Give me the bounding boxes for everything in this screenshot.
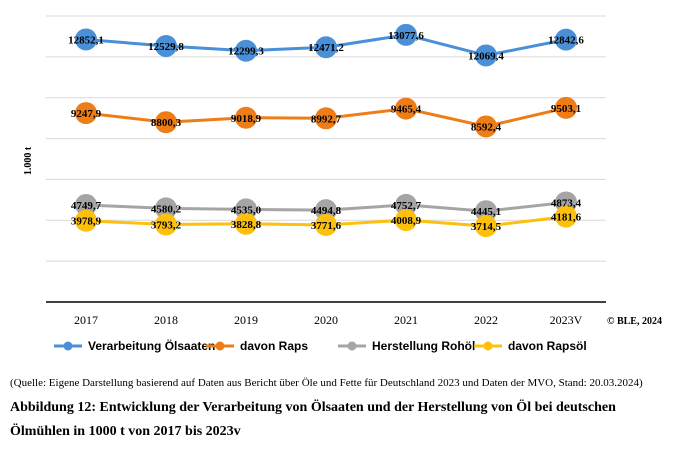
source-note: (Quelle: Eigene Darstellung basierend au… <box>10 377 643 389</box>
data-label: 4445,1 <box>471 206 501 218</box>
data-label: 4752,7 <box>391 200 422 212</box>
data-label: 3714,5 <box>471 221 502 233</box>
data-labels: 12852,1 12529,8 12299,3 12471,2 13077,6 12069… <box>68 30 584 233</box>
data-label: 3771,6 <box>311 220 342 232</box>
legend-marker <box>347 341 357 351</box>
data-label: 3793,2 <box>151 220 182 232</box>
data-point <box>395 209 417 232</box>
data-label: 12069,4 <box>468 50 504 62</box>
data-point <box>155 213 177 236</box>
legend-marker <box>215 341 225 351</box>
data-label: 12471,2 <box>308 42 344 54</box>
data-point <box>555 205 577 228</box>
data-point <box>155 111 177 134</box>
data-point <box>475 115 497 138</box>
data-point <box>75 102 97 125</box>
data-point <box>555 96 577 119</box>
data-label: 12299,3 <box>228 46 264 58</box>
data-label: 9503,1 <box>551 103 581 115</box>
data-label: 9465,4 <box>391 104 422 116</box>
legend: Verarbeitung Ölsaaten davon Raps Herstellu… <box>54 338 587 353</box>
data-point <box>235 212 257 235</box>
x-tick-label: 2019 <box>234 313 258 327</box>
line-chart: 2017 2018 2019 2020 2021 2022 2023V 1.000 t © … <box>23 15 662 353</box>
data-label: 4494,8 <box>311 205 342 217</box>
x-tick-label: 2017 <box>74 313 98 327</box>
data-label: 3828,8 <box>231 219 262 231</box>
x-tick-label: 2021 <box>394 313 418 327</box>
x-tick-label: 2023V <box>550 313 583 327</box>
copyright-note: © BLE, 2024 <box>607 316 662 327</box>
data-point <box>235 106 257 129</box>
x-tick-label: 2018 <box>154 313 178 327</box>
data-point <box>235 39 257 62</box>
data-point <box>155 35 177 58</box>
data-point <box>395 193 417 216</box>
legend-label: Verarbeitung Ölsaaten <box>88 338 215 353</box>
data-label: 12842,6 <box>548 35 584 47</box>
data-point <box>315 213 337 236</box>
data-point <box>315 36 337 59</box>
data-label: 4008,9 <box>391 215 422 227</box>
data-label: 4749,7 <box>71 200 102 212</box>
data-label: 3978,9 <box>71 216 102 228</box>
legend-marker <box>63 341 73 351</box>
data-label: 4535,0 <box>231 204 262 216</box>
x-tick-label: 2020 <box>314 313 338 327</box>
data-label: 9018,9 <box>231 113 262 125</box>
data-label: 13077,6 <box>388 30 424 42</box>
data-label: 8992,7 <box>311 113 342 125</box>
data-point <box>75 193 97 216</box>
data-point <box>395 97 417 120</box>
data-label: 4873,4 <box>551 197 582 209</box>
data-point <box>555 28 577 51</box>
data-point <box>75 28 97 51</box>
series-markers <box>75 23 577 238</box>
data-point <box>155 197 177 220</box>
data-point <box>475 215 497 238</box>
data-point <box>475 44 497 67</box>
y-axis-label: 1.000 t <box>23 146 34 175</box>
legend-label: davon Rapsöl <box>508 339 587 353</box>
data-label: 4580,2 <box>151 203 182 215</box>
data-point <box>315 107 337 130</box>
figure-caption: Abbildung 12: Entwicklung der Verarbeitu… <box>10 400 616 439</box>
data-label: 8592,4 <box>471 121 502 133</box>
data-point <box>395 23 417 46</box>
data-label: 9247,9 <box>71 108 102 120</box>
data-label: 4181,6 <box>551 212 582 224</box>
x-tick-labels: 2017 2018 2019 2020 2021 2022 2023V <box>74 313 583 327</box>
data-label: 12529,8 <box>148 41 184 53</box>
legend-marker <box>483 341 493 351</box>
data-label: 8800,3 <box>151 117 182 129</box>
legend-label: Herstellung Rohöl <box>372 339 475 353</box>
legend-label: davon Raps <box>240 339 308 353</box>
x-tick-label: 2022 <box>474 313 498 327</box>
data-point <box>75 209 97 232</box>
data-label: 12852,1 <box>68 34 104 46</box>
